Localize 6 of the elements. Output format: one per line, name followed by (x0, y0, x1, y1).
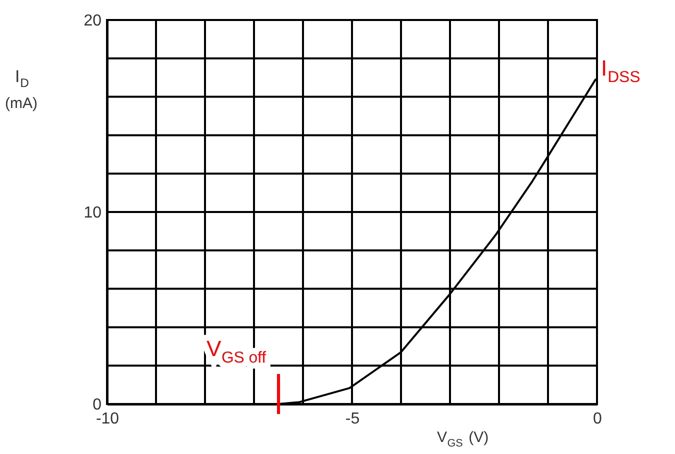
y-tick-label: 20 (84, 12, 102, 30)
x-tick-label: -5 (345, 410, 360, 428)
y-tick-label: 10 (84, 204, 102, 222)
x-tick-label: -10 (96, 410, 120, 428)
y-tick-label: 0 (92, 396, 102, 414)
x-tick-label: 0 (593, 410, 602, 428)
